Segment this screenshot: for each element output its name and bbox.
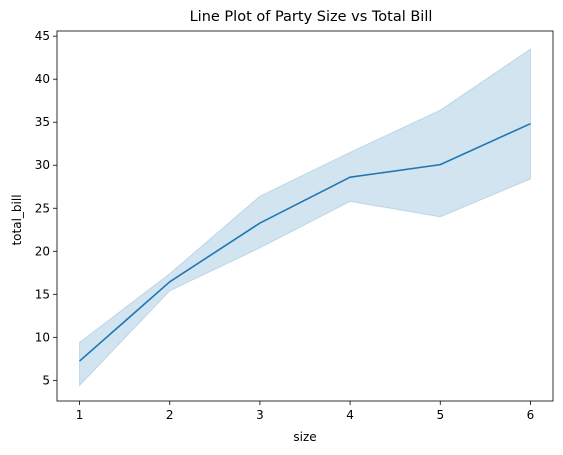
x-axis-label: size xyxy=(293,430,316,444)
y-tick-label: 35 xyxy=(35,115,50,129)
x-axis-ticks: 1 2 3 4 5 6 xyxy=(76,401,535,422)
x-tick-label: 4 xyxy=(346,408,354,422)
x-tick-label: 2 xyxy=(166,408,174,422)
x-tick-label: 1 xyxy=(76,408,84,422)
series-line-layer xyxy=(79,122,531,362)
y-tick-label: 40 xyxy=(35,72,50,86)
plot-frame xyxy=(56,30,554,402)
series-line xyxy=(79,122,531,362)
y-tick-label: 30 xyxy=(35,158,50,172)
y-tick-label: 25 xyxy=(35,201,50,215)
y-tick-label: 45 xyxy=(35,29,50,43)
y-tick-label: 10 xyxy=(35,330,50,344)
y-axis-ticks: 5 10 15 20 25 30 35 40 45 xyxy=(35,29,57,387)
confidence-band-layer xyxy=(79,48,531,387)
y-tick-label: 15 xyxy=(35,287,50,301)
x-tick-label: 6 xyxy=(527,408,535,422)
y-tick-label: 5 xyxy=(42,373,50,387)
y-tick-label: 20 xyxy=(35,244,50,258)
chart-title: Line Plot of Party Size vs Total Bill xyxy=(190,9,433,25)
x-tick-label: 5 xyxy=(436,408,444,422)
y-axis-label: total_bill xyxy=(10,194,24,245)
x-tick-label: 3 xyxy=(256,408,264,422)
confidence-band xyxy=(79,48,531,387)
